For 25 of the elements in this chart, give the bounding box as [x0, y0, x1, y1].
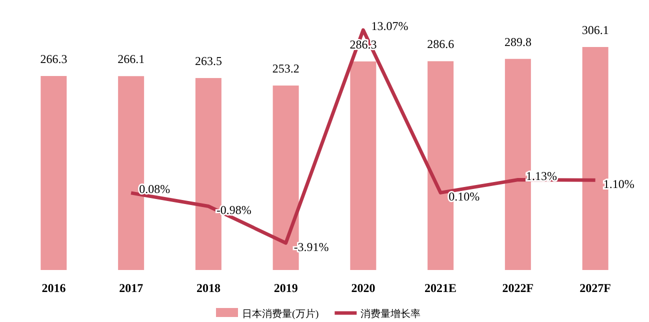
- data-label: -0.98%: [216, 203, 252, 218]
- bar: [40, 76, 67, 270]
- data-label: 0.10%: [448, 190, 480, 204]
- legend-label: 消费量增长率: [360, 308, 421, 320]
- x-tick-label: 2020: [351, 281, 376, 295]
- data-label: 306.1: [582, 23, 609, 37]
- data-label: 263.5: [194, 54, 222, 68]
- legend-label: 日本消费量(万片): [242, 308, 319, 320]
- x-tick-label: 2021E: [424, 281, 457, 295]
- data-label: 266.3: [40, 52, 68, 66]
- data-label: 0.08%: [139, 182, 170, 196]
- data-label: 253.2: [272, 62, 300, 76]
- x-tick-label: 2019: [274, 281, 298, 295]
- data-label: -3.91%: [294, 240, 329, 254]
- data-label: 1.10%: [603, 177, 634, 192]
- data-label: 13.07%: [371, 19, 408, 33]
- data-label: 289.8: [504, 34, 532, 49]
- x-tick-label: 2027F: [580, 281, 611, 295]
- x-tick-label: 2017: [119, 281, 144, 295]
- bar: [350, 61, 376, 270]
- x-tick-label: 2018: [196, 281, 220, 295]
- x-tick-label: 2016: [42, 281, 66, 295]
- data-label: 286.6: [427, 37, 454, 52]
- x-tick-label: 2022F: [502, 281, 534, 295]
- data-label: 266.1: [118, 52, 145, 66]
